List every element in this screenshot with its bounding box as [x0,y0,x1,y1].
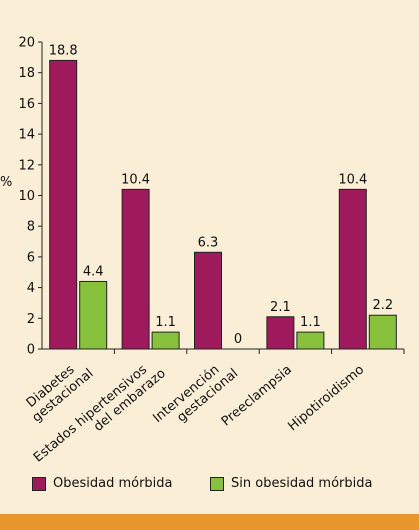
y-tick-label: 18 [18,66,35,81]
legend-swatch-sin-obesidad [210,476,224,491]
legend-item-sin-obesidad: Sin obesidad mórbida [210,476,372,491]
legend-item-obesidad: Obesidad mórbida [32,476,173,491]
x-tick-label-line: Hipotiroidismo [285,362,367,434]
data-label: 18.8 [49,43,78,58]
y-tick-label: 12 [18,158,35,173]
bar-chart: 02468101214161820%18.84.4Diabetesgestaci… [0,36,405,466]
legend-label-sin-obesidad: Sin obesidad mórbida [231,476,373,491]
data-label: 10.4 [121,172,150,187]
data-label: 1.1 [155,315,176,330]
bar-obesidad [49,59,78,350]
data-label: 2.2 [372,298,393,313]
y-tick-label: 4 [27,281,35,296]
bar-obesidad [121,188,150,350]
y-tick-label: 10 [18,189,35,204]
legend-label-obesidad: Obesidad mórbida [53,476,173,491]
data-label: 2.1 [270,300,291,315]
bar-obesidad [194,251,222,350]
bar-sin-obesidad [368,314,397,350]
y-tick-label: 20 [18,36,35,51]
bar-obesidad [338,188,367,350]
bar-sin-obesidad [79,280,108,350]
y-tick-label: 14 [18,128,35,143]
legend: Obesidad mórbida Sin obesidad mórbida [0,470,419,500]
bar-sin-obesidad [151,331,180,350]
data-label: 0 [234,332,242,347]
bar-sin-obesidad [296,331,325,350]
y-tick-label: 0 [27,343,35,358]
data-label: 6.3 [198,235,219,250]
data-label: 1.1 [300,315,321,330]
y-tick-label: 6 [27,250,35,265]
data-label: 10.4 [338,172,367,187]
x-tick-label: Hipotiroidismo [285,362,367,434]
y-tick-label: 2 [27,312,35,327]
bottom-accent-bar [0,514,419,530]
legend-swatch-obesidad [32,476,46,491]
y-axis-label: % [0,175,12,190]
data-label: 4.4 [83,264,104,279]
y-tick-label: 8 [27,220,35,235]
y-tick-label: 16 [18,97,35,112]
bar-obesidad [266,316,295,350]
